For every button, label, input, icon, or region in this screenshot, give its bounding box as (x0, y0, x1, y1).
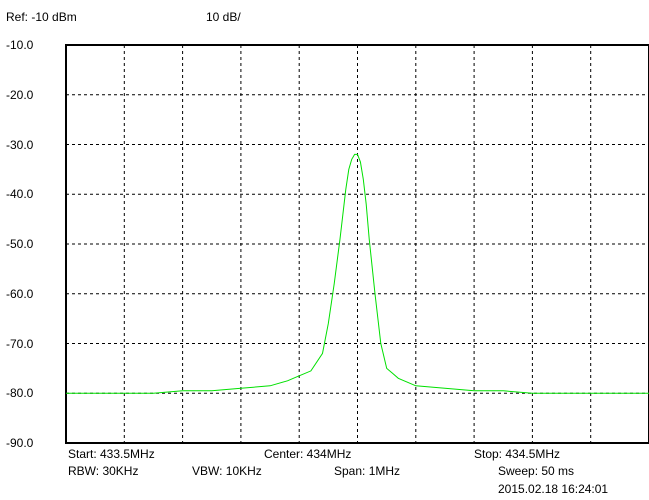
timestamp-label: 2015.02.18 16:24:01 (498, 482, 609, 496)
y-tick-label: -40.0 (6, 187, 34, 202)
y-tick-label: -80.0 (6, 386, 34, 401)
y-tick-label: -60.0 (6, 286, 34, 301)
y-tick-label: -10.0 (6, 38, 34, 52)
vbw-label: VBW: 10KHz (192, 464, 262, 478)
center-frequency-label: Center: 434MHz (264, 447, 352, 461)
span-label: Span: 1MHz (334, 464, 401, 478)
scale-label: 10 dB/ (206, 10, 241, 24)
plot-frame (65, 44, 649, 444)
y-tick-label: -50.0 (6, 237, 34, 251)
rbw-label: RBW: 30KHz (68, 464, 139, 478)
y-tick-label: -20.0 (6, 87, 34, 102)
grid-lines (66, 45, 649, 443)
ref-level-label: Ref: -10 dBm (6, 10, 77, 24)
y-tick-label: -90.0 (6, 436, 34, 450)
stop-frequency-label: Stop: 434.5MHz (474, 447, 561, 461)
y-tick-label: -70.0 (6, 336, 34, 351)
sweep-label: Sweep: 50 ms (498, 464, 575, 478)
trace-line (66, 153, 649, 394)
y-tick-label: -30.0 (6, 137, 34, 152)
start-frequency-label: Start: 433.5MHz (68, 447, 155, 461)
